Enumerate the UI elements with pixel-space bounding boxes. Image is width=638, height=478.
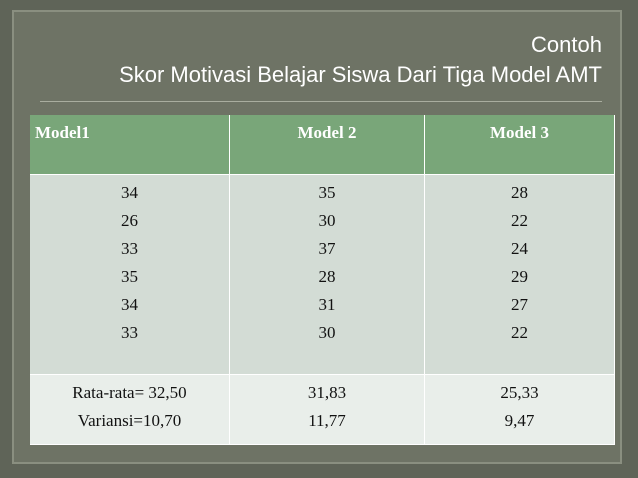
body-cell: 34 26 33 35 34 33 [30, 175, 230, 375]
header-cell: Model 3 [425, 115, 615, 175]
cell-value: 30 [318, 211, 336, 230]
cell-value: 24 [511, 239, 528, 258]
cell-value: Variansi=10,70 [77, 411, 182, 430]
cell-value: Rata-rata= 32,50 [72, 383, 187, 402]
body-cell: 35 30 37 28 31 30 [230, 175, 425, 375]
cell-value: 34 [121, 295, 138, 314]
cell-value: 31 [318, 295, 336, 314]
summary-cell: 25,33 9,47 [425, 375, 615, 445]
cell-value: 25,33 [500, 383, 539, 402]
cell-value: 11,77 [308, 411, 346, 430]
cell-value: 31,83 [307, 383, 347, 402]
cell-value: 33 [121, 239, 138, 258]
cell-value: 34 [121, 183, 138, 202]
cell-value: 35 [318, 183, 336, 202]
header-cell: Model 2 [230, 115, 425, 175]
cell-value: 28 [511, 183, 528, 202]
cell-value: 30 [318, 323, 336, 342]
title: Contoh [531, 32, 602, 57]
cell-value: 29 [511, 267, 528, 286]
subtitle: Skor Motivasi Belajar Siswa Dari Tiga Mo… [119, 62, 602, 87]
cell-value: 9,47 [504, 411, 535, 430]
cell-value: 28 [318, 267, 336, 286]
cell-value: 22 [511, 323, 528, 342]
header-cell: Model1 [30, 115, 230, 175]
cell-value: 27 [511, 295, 528, 314]
cell-value: 26 [121, 211, 138, 230]
cell-value: 22 [511, 211, 528, 230]
summary-cell: Rata-rata= 32,50 Variansi=10,70 [30, 375, 230, 445]
divider [40, 101, 602, 102]
body-cell: 28 22 24 29 27 22 [425, 175, 615, 375]
cell-value: 35 [121, 267, 138, 286]
summary-cell: 31,83 11,77 [230, 375, 425, 445]
cell-value: 37 [318, 239, 336, 258]
cell-value: 33 [121, 323, 138, 342]
